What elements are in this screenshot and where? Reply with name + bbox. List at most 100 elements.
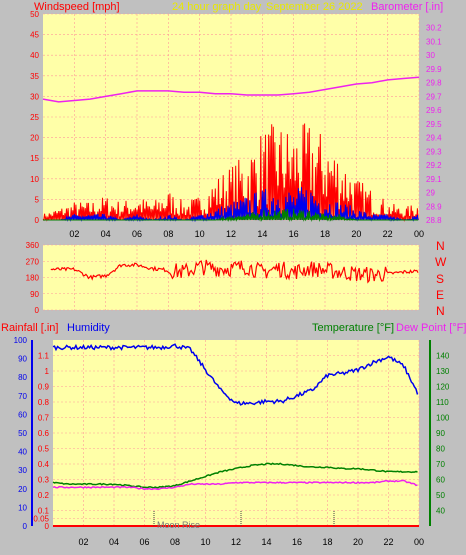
wind-x-tick-label: 18 [320,229,330,239]
rain-tick-label: 0.3 [38,476,50,485]
wind-tick-label: 50 [30,10,39,19]
barometer-tick-label: 29.4 [426,134,442,143]
rain-tick-label: 1.1 [38,352,50,361]
humidity-tick-label: 70 [18,392,27,401]
barometer-tick-label: 29.3 [426,147,442,156]
barometer-tick-label: 29.9 [426,65,442,74]
rain-tick-label: 0.6 [38,429,50,438]
humidity-x-tick-label: 14 [261,537,271,547]
temperature-series [52,462,418,489]
humidity-x-tick-label: 20 [353,537,363,547]
barometer-series [42,76,420,103]
wind-tick-label: 15 [30,154,39,163]
humidity-tick-label: 30 [18,466,27,475]
wind-direction-series [50,259,419,284]
wind-x-tick-label: 20 [351,229,361,239]
humidity-tick-label: 60 [18,410,27,419]
humidity-x-tick-label: 06 [139,537,149,547]
temperature-tick-label: 100 [436,414,450,423]
dewpoint-axis-label: Dew Point [°F] [396,322,466,334]
wind-x-tick-label: 02 [69,229,79,239]
humidity-series [52,343,419,406]
wind-x-tick-label: 14 [257,229,267,239]
rain-tick-label: 0.4 [38,460,50,469]
compass-label-n-top: N [436,239,445,253]
compass-label-w: W [435,255,447,269]
barometer-tick-label: 28.9 [426,202,442,211]
humidity-x-tick-label: 10 [200,537,210,547]
rainfall-axis-label: Rainfall [.in] [1,322,58,334]
rain-tick-label: 0.9 [38,383,50,392]
barometer-tick-label: 29.1 [426,175,442,184]
wind-tick-label: 5 [35,195,40,204]
direction-tick-label: 180 [26,274,40,283]
wind-x-tick-label: 06 [132,229,142,239]
header-barometer-label: Barometer [.in] [371,1,443,13]
temperature-tick-label: 50 [436,491,445,500]
wind-tick-label: 25 [30,113,39,122]
humidity-x-tick-label: 22 [383,537,393,547]
barometer-tick-label: 29.5 [426,120,442,129]
temperature-axis-label: Temperature [°F] [312,322,394,334]
humidity-tick-label: 0 [23,522,28,531]
direction-tick-label: 90 [30,290,39,299]
wind-x-tick-label: 10 [195,229,205,239]
windspeed-series [43,208,419,222]
humidity-tick-label: 90 [18,355,27,364]
humidity-x-tick-label: 08 [170,537,180,547]
temperature-tick-label: 120 [436,383,450,392]
temperature-tick-label: 70 [436,460,445,469]
humidity-tick-label: 50 [18,429,27,438]
dewpoint-series [52,479,418,491]
wind-tick-label: 35 [30,72,39,81]
barometer-tick-label: 29.8 [426,79,442,88]
rain-tick-label: 0.5 [38,445,50,454]
compass-label-n-bottom: N [436,304,445,318]
temperature-tick-label: 130 [436,367,450,376]
barometer-tick-label: 30.1 [426,37,442,46]
wind-tick-label: 45 [30,31,39,40]
humidity-x-tick-label: 16 [292,537,302,547]
rain-tick-label: 0.05 [33,514,49,523]
humidity-tick-label: 100 [14,336,28,345]
wind-x-tick-label: 08 [163,229,173,239]
header-date-label: September 26 2022 [266,1,363,13]
barometer-tick-label: 29.7 [426,92,442,101]
wind-tick-label: 0 [35,216,40,225]
rain-tick-label: 0.7 [38,414,50,423]
header-windspeed-label: Windspeed [mph] [34,1,120,13]
header-period-label: 24 hour graph day [172,1,262,13]
temperature-tick-label: 40 [436,507,445,516]
humidity-x-tick-label: 00 [414,537,424,547]
rain-tick-label: 0 [45,522,50,531]
humidity-x-tick-label: 18 [322,537,332,547]
barometer-tick-label: 28.8 [426,216,442,225]
barometer-tick-label: 29.2 [426,161,442,170]
wind-tick-label: 30 [30,92,39,101]
humidity-x-tick-label: 02 [78,537,88,547]
compass-label-s: S [436,272,444,286]
wind-x-tick-label: 16 [289,229,299,239]
wind-tick-label: 20 [30,134,39,143]
barometer-tick-label: 30.2 [426,24,442,33]
barometer-tick-label: 29 [426,189,435,198]
temperature-tick-label: 140 [436,352,450,361]
rain-tick-label: 0.8 [38,398,50,407]
temperature-tick-label: 80 [436,445,445,454]
wind-tick-label: 40 [30,51,39,60]
humidity-tick-label: 40 [18,448,27,457]
humidity-tick-label: 80 [18,373,27,382]
wind-x-tick-label: 22 [383,229,393,239]
wind-x-tick-label: 00 [414,229,424,239]
wind-tick-label: 10 [30,175,39,184]
windspeed-gust-series [42,123,419,222]
temperature-tick-label: 110 [436,398,449,407]
rain-tick-label: 1 [45,367,50,376]
wind-x-tick-label: 04 [101,229,111,239]
humidity-tick-label: 10 [18,503,27,512]
compass-label-e: E [436,288,444,302]
direction-tick-label: 270 [26,257,40,266]
humidity-x-tick-label: 12 [231,537,241,547]
